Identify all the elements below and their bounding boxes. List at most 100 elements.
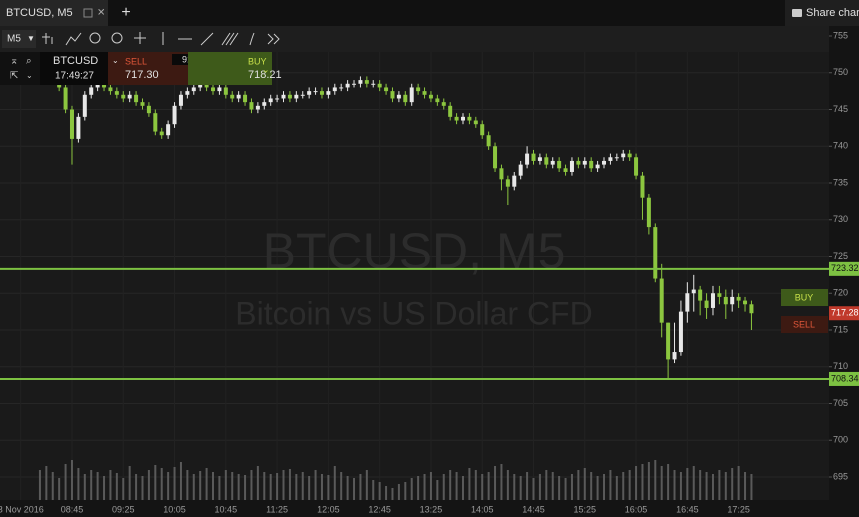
y-tick-label: 750 [833, 67, 848, 77]
volume-bar [750, 474, 753, 500]
candle-body [723, 296, 728, 305]
volume-bar [218, 476, 221, 500]
candle-body [198, 83, 203, 88]
candle-body [371, 83, 376, 85]
volume-bar [192, 474, 195, 500]
volume-bar [718, 470, 721, 500]
volume-bar [346, 476, 349, 500]
tab[interactable] [0, 0, 108, 26]
volume-bar [673, 470, 676, 500]
volume-bar [269, 474, 272, 500]
tool-trend[interactable] [200, 32, 214, 46]
interval[interactable]: M5 [7, 34, 21, 45]
x-tick-label: 14:45 [522, 504, 545, 514]
candle-body [646, 197, 651, 228]
icon-search[interactable]: ⌕ [26, 56, 32, 67]
volume-bar [122, 478, 125, 500]
volume-bar [282, 470, 285, 500]
y-tick-label: 740 [833, 141, 848, 151]
interval-select[interactable] [2, 30, 36, 48]
tool-channel[interactable] [221, 32, 239, 46]
buy-price[interactable]: 718.21 [248, 69, 282, 81]
candle-body [428, 94, 433, 99]
candle-body [243, 94, 248, 103]
candle-body [153, 113, 158, 132]
share-label[interactable]: Share chart [806, 7, 859, 19]
x-tick-label: 12:05 [317, 504, 340, 514]
x-tick-label: 08:45 [61, 504, 84, 514]
sell-button-label[interactable]: SELL [793, 319, 815, 329]
tool-crosshair[interactable] [134, 32, 146, 44]
icon-popout[interactable]: ⇱ [10, 71, 18, 82]
volume-bar [744, 472, 747, 500]
candle-body [486, 135, 491, 147]
buy-button-label[interactable]: BUY [795, 292, 814, 302]
volume-bar [340, 472, 343, 500]
candle-body [672, 352, 677, 360]
buy-button[interactable] [781, 289, 828, 306]
sell-price[interactable]: 717.30 [125, 69, 159, 81]
candle-body [134, 94, 139, 103]
trade-buttons: BUY SELL [781, 289, 828, 333]
buy-box[interactable] [188, 52, 272, 85]
x-tick-label: 11:25 [266, 504, 288, 514]
spread-box [172, 54, 202, 65]
tool-fib[interactable] [249, 32, 255, 46]
y-tick-label: 695 [833, 471, 848, 481]
sell-button[interactable] [781, 316, 828, 333]
icon-down[interactable]: ⌄ [26, 71, 33, 80]
sell-label[interactable]: SELL [125, 56, 147, 66]
candle-body [159, 131, 164, 136]
icon-collapse[interactable]: ⌅ [10, 56, 18, 67]
volume-bar [487, 472, 490, 500]
candle-body [435, 98, 440, 103]
volume-bar [692, 466, 695, 500]
tab-icon[interactable] [83, 8, 93, 18]
candle-body [640, 175, 645, 198]
volume-bar [615, 476, 618, 500]
tool-bars[interactable] [42, 33, 53, 44]
candle-body [499, 168, 504, 180]
tool-zoom-in[interactable] [89, 32, 101, 44]
volume-bar [699, 470, 702, 500]
candle-body [319, 91, 324, 95]
volume-bar [468, 468, 471, 500]
candle-body [326, 91, 331, 95]
tool-line[interactable] [65, 32, 82, 46]
volume-bar [590, 472, 593, 500]
x-tick-label: 15:25 [574, 504, 597, 514]
candle-body [352, 83, 357, 85]
panel-icons [0, 52, 40, 85]
volume-bar [596, 476, 599, 500]
candle-body [223, 87, 228, 95]
candle-body [544, 157, 549, 165]
tab-close[interactable]: ✕ [97, 8, 105, 19]
add-tab[interactable]: + [121, 4, 130, 21]
candle-body [473, 120, 478, 125]
candle-body [185, 91, 190, 95]
x-tick-label: 12:45 [368, 504, 391, 514]
x-tick-label: 16:05 [625, 504, 648, 514]
volume-bar [558, 476, 561, 500]
x-tick-label: 10:45 [215, 504, 238, 514]
candle-body [416, 87, 421, 92]
candle-body [704, 300, 709, 308]
buy-label[interactable]: BUY [248, 56, 267, 66]
candle-body [146, 105, 151, 114]
candle-body [76, 116, 81, 139]
candle-body [82, 94, 87, 117]
volume-bar [160, 468, 163, 500]
candle-body [345, 83, 350, 88]
candle-body [294, 94, 299, 99]
volume-bar [724, 472, 727, 500]
spread: 91 [182, 54, 192, 64]
tool-zoom-out[interactable] [111, 32, 123, 44]
candle-body [518, 164, 523, 176]
volume-bar [154, 465, 157, 500]
candle-body [717, 293, 722, 297]
last-price-bg [829, 306, 859, 321]
volume-bar [506, 470, 509, 500]
volume-bar [205, 468, 208, 500]
tool-more[interactable] [267, 33, 280, 45]
